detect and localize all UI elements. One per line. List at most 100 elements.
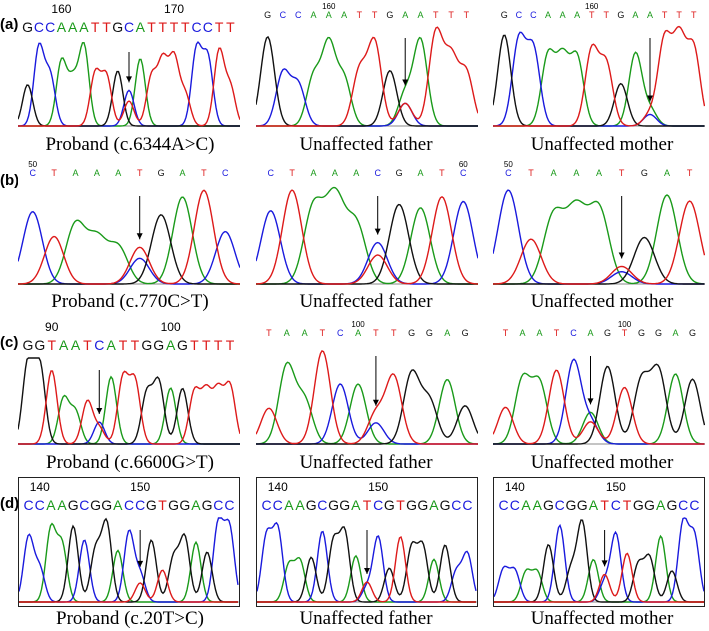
base-call-t: T — [554, 328, 560, 338]
base-call-t: T — [600, 497, 609, 513]
caption-c-proband: Proband (c.6600G>T) — [46, 452, 214, 473]
base-call-t: T — [170, 19, 179, 35]
base-call-c: C — [373, 497, 383, 513]
trace-g — [18, 214, 240, 285]
position-tick: 60 — [459, 160, 468, 169]
base-call-g: G — [641, 168, 648, 178]
base-call-g: G — [158, 168, 165, 178]
base-call-t: T — [433, 10, 439, 20]
base-call-g: G — [638, 328, 645, 338]
base-call-a: A — [136, 19, 146, 35]
base-call-a: A — [632, 10, 638, 20]
base-call-c: C — [273, 497, 283, 513]
trace-a — [19, 522, 238, 603]
base-call-a: A — [533, 497, 543, 513]
base-call-a: A — [166, 337, 176, 353]
position-tick: 160 — [585, 2, 599, 11]
base-call-c: C — [505, 168, 512, 178]
base-call-t: T — [503, 328, 509, 338]
variant-arrow — [372, 356, 379, 406]
caption-b-proband: Proband (c.770C>T) — [51, 291, 209, 312]
base-call-g: G — [604, 328, 611, 338]
trace-t — [493, 369, 705, 445]
trace-t — [494, 552, 704, 603]
position-tick: 150 — [368, 480, 388, 494]
base-call-c: C — [203, 19, 213, 35]
caption-a-proband: Proband (c.6344A>C) — [45, 134, 215, 155]
base-call-g: G — [101, 497, 112, 513]
base-call-t: T — [91, 19, 100, 35]
base-call-c: C — [611, 497, 621, 513]
base-call-g: G — [689, 328, 696, 338]
trace-c — [493, 31, 705, 127]
position-tick: 140 — [505, 480, 525, 494]
base-call-c: C — [45, 19, 55, 35]
base-call-t: T — [214, 337, 223, 353]
base-call-a: A — [46, 497, 56, 513]
base-call-t: T — [158, 497, 167, 513]
chromatogram-svg: C T A A A C G A T C60 — [256, 160, 478, 285]
base-call-g: G — [384, 497, 395, 513]
base-call-a: A — [310, 10, 316, 20]
position-tick: 50 — [504, 160, 513, 169]
base-call-a: A — [353, 168, 359, 178]
base-call-t: T — [190, 337, 199, 353]
base-call-t: T — [226, 337, 235, 353]
position-tick: 160 — [322, 2, 336, 11]
trace-t — [256, 26, 478, 127]
base-call-g: G — [306, 497, 317, 513]
base-call-c: C — [451, 497, 461, 513]
base-call-t: T — [137, 168, 143, 178]
base-call-g: G — [90, 497, 101, 513]
base-call-g: G — [68, 497, 79, 513]
base-call-c: C — [135, 497, 145, 513]
base-call-a: A — [536, 328, 542, 338]
position-tick: 150 — [130, 480, 150, 494]
variant-arrow — [126, 52, 132, 83]
base-call-g: G — [264, 10, 271, 20]
base-call-c: C — [267, 168, 274, 178]
trace-a — [257, 554, 476, 603]
base-call-a: A — [295, 497, 305, 513]
chromatogram-svg: T A A T C A T T G G A G 100 — [256, 320, 478, 445]
base-call-g: G — [386, 10, 393, 20]
base-call-t: T — [623, 497, 632, 513]
base-call-t: T — [147, 19, 156, 35]
trace-t — [18, 47, 240, 127]
chromatogram-c-proband: G G T A A T C A T T G G A G T T T T 90 100 — [18, 318, 240, 448]
trace-c — [18, 41, 240, 127]
chromatogram-d-proband: C C A A G C G G A C C G T G G A G C C 140 150 — [18, 477, 240, 607]
base-call-c: C — [24, 497, 34, 513]
base-call-a: A — [284, 497, 294, 513]
base-call-c: C — [689, 497, 699, 513]
base-call-a: A — [444, 328, 450, 338]
base-call-t: T — [448, 10, 454, 20]
base-call-t: T — [687, 168, 693, 178]
base-call-c: C — [222, 168, 229, 178]
chromatogram-b-proband: C T A A A T G A T C 50 — [18, 158, 240, 288]
base-call-a: A — [302, 328, 308, 338]
base-call-c: C — [213, 497, 223, 513]
base-call-t: T — [604, 10, 610, 20]
chromatogram-svg: G G T A A T C A T T G G A G T T T T90 100 — [18, 320, 240, 445]
caption-a-father: Unaffected father — [299, 134, 433, 155]
base-call-a: A — [332, 168, 338, 178]
base-call-a: A — [68, 19, 78, 35]
base-call-a: A — [326, 10, 332, 20]
variant-arrow — [402, 38, 409, 86]
trace-a — [493, 194, 705, 285]
base-call-a: A — [79, 19, 89, 35]
trace-t — [18, 189, 240, 285]
caption-c-mother: Unaffected mother — [530, 452, 674, 473]
base-call-g: G — [565, 497, 576, 513]
trace-a — [256, 361, 478, 445]
position-tick: 100 — [351, 320, 365, 329]
base-call-c: C — [29, 168, 36, 178]
trace-g — [493, 34, 705, 127]
base-call-c: C — [34, 19, 44, 35]
caption-c-father: Unaffected father — [299, 452, 433, 473]
chromatogram-c-father: T A A T C A T T G G A G 100 — [256, 318, 478, 448]
base-call-t: T — [159, 19, 168, 35]
